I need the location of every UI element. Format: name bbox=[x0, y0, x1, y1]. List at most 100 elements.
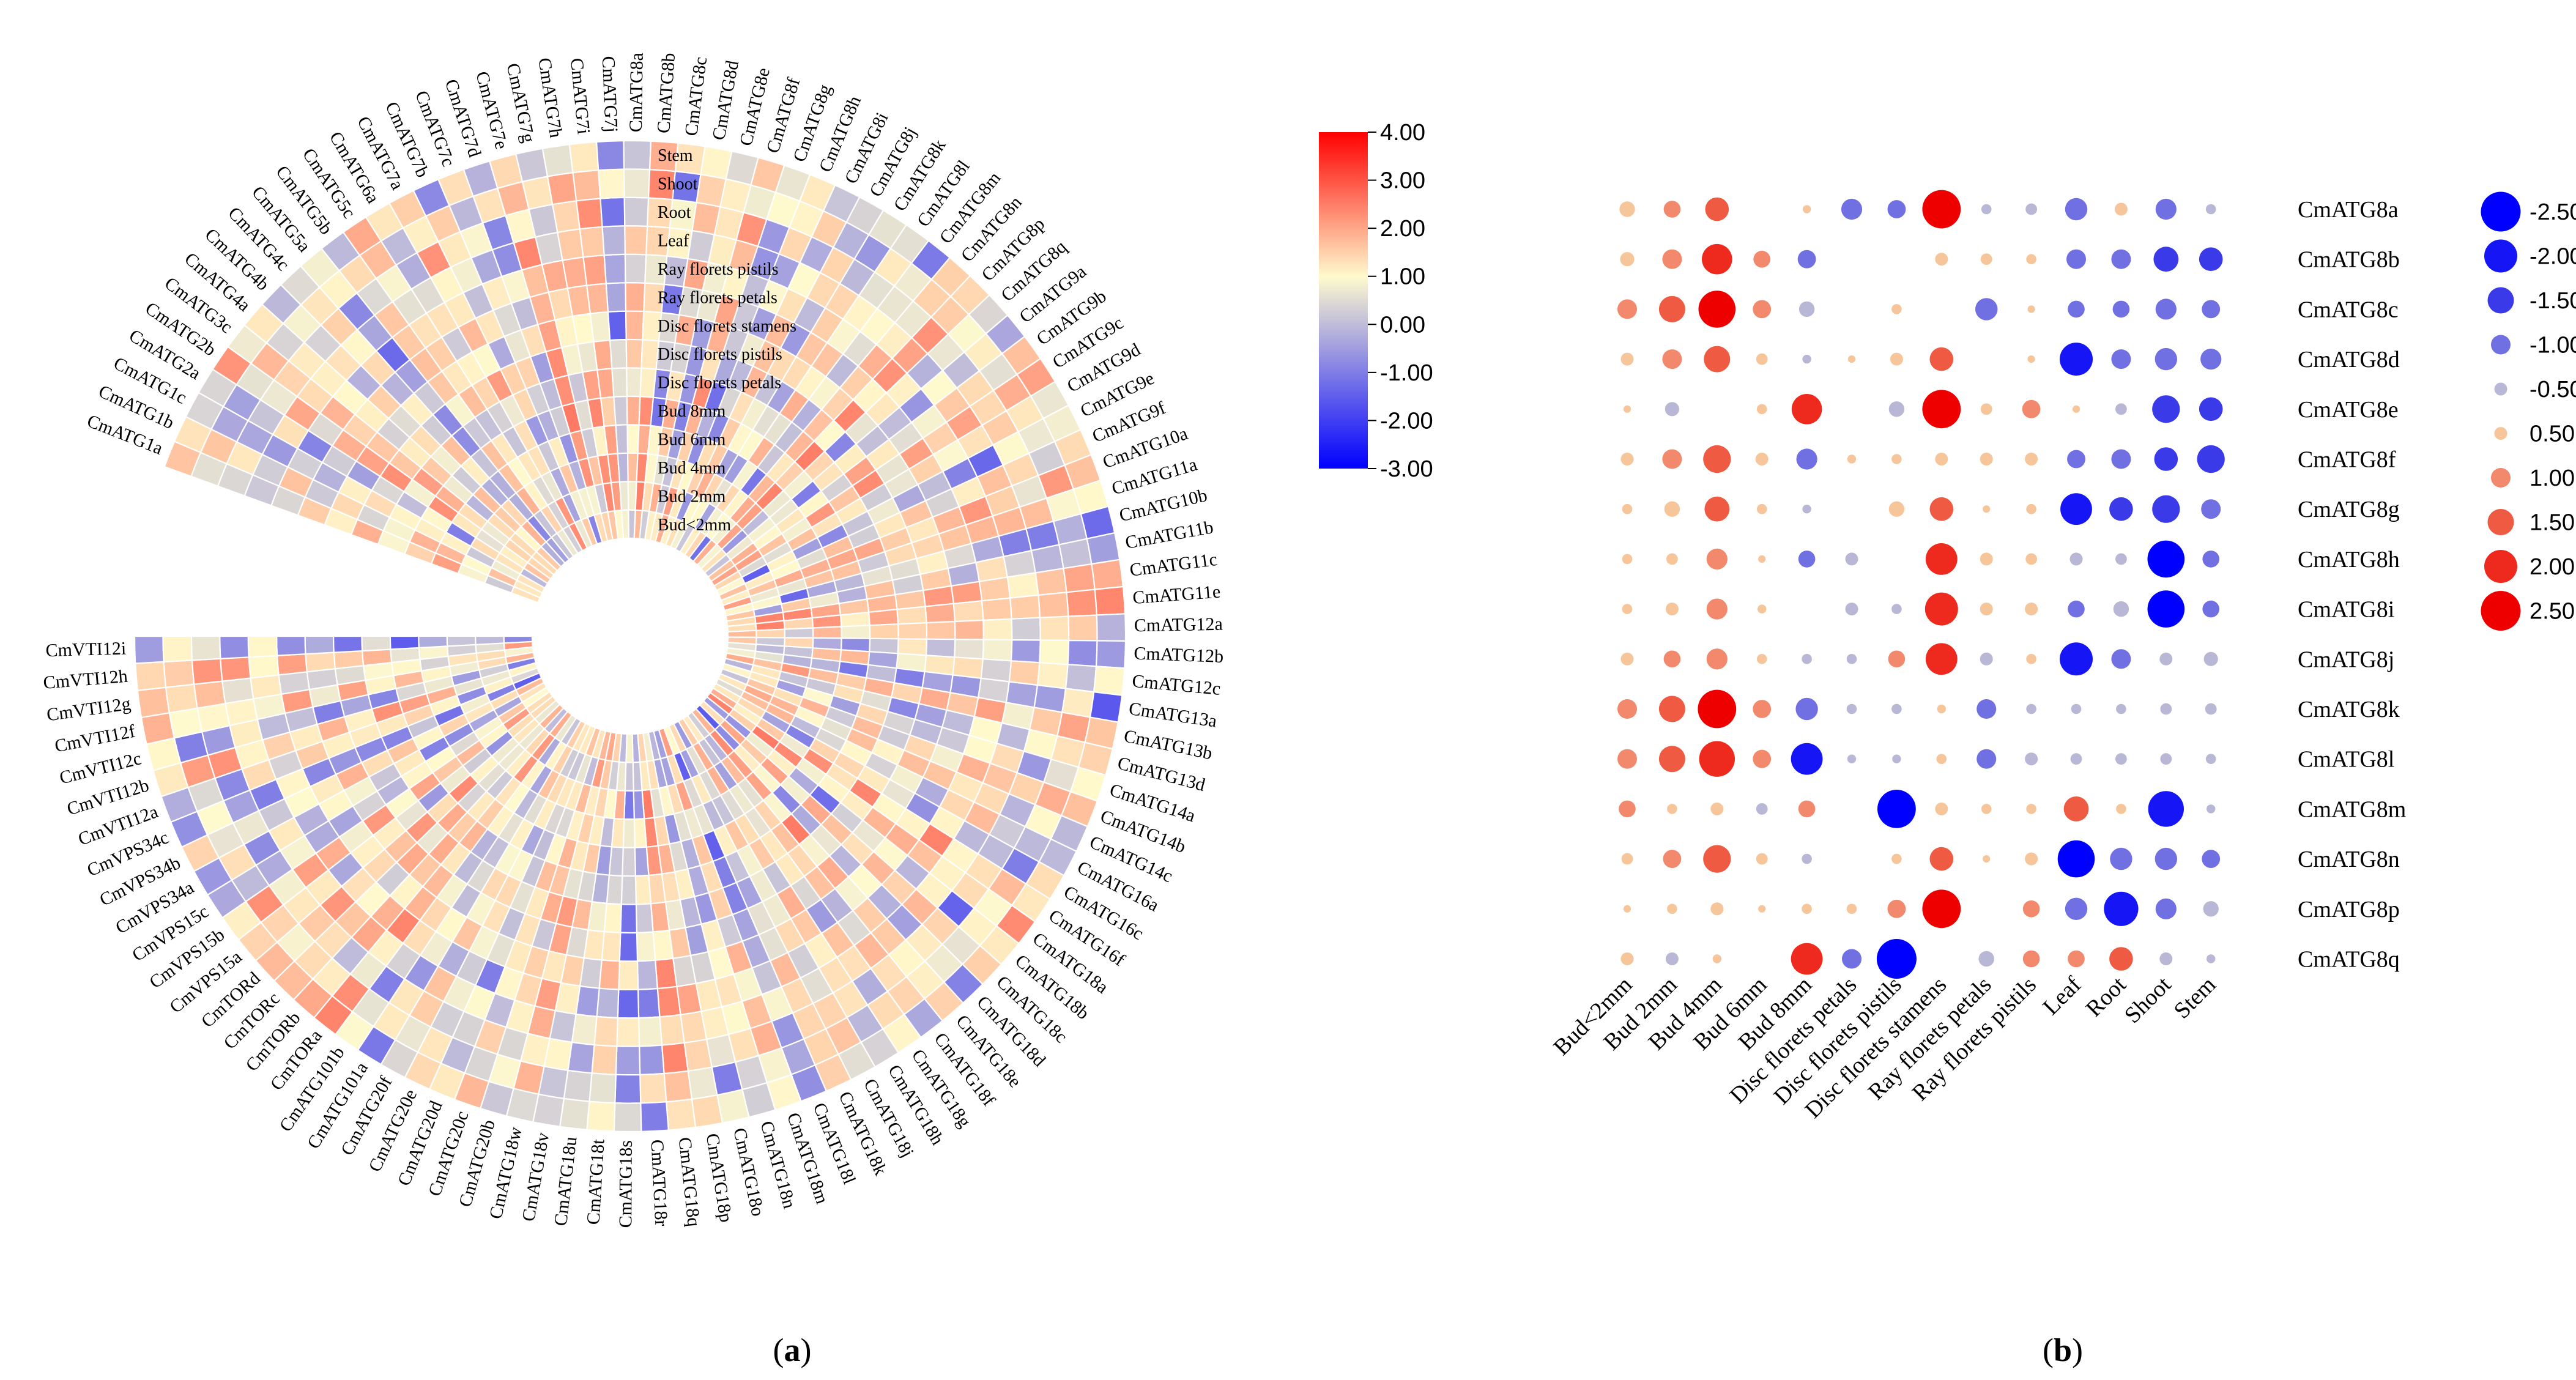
bubble bbox=[2112, 300, 2130, 318]
bubble-row-label: CmATG8g bbox=[2298, 497, 2400, 522]
bubble bbox=[1798, 551, 1816, 568]
heatmap-cell bbox=[982, 639, 1013, 662]
bubble-row-label: CmATG8l bbox=[2298, 747, 2394, 773]
bubble bbox=[1703, 445, 1731, 473]
heatmap-cell bbox=[1006, 572, 1039, 599]
gene-label: CmVTI12f bbox=[53, 721, 137, 757]
heatmap-cell bbox=[950, 581, 983, 605]
gene-label: CmATG12a bbox=[1134, 614, 1223, 636]
bubble bbox=[2026, 654, 2036, 664]
bubble bbox=[2203, 901, 2219, 917]
bubble bbox=[1712, 954, 1721, 963]
heatmap-cell bbox=[599, 196, 626, 228]
heatmap-cell bbox=[623, 790, 635, 820]
bubble bbox=[1706, 598, 1728, 620]
bubble bbox=[2114, 202, 2128, 216]
heatmap-cell bbox=[221, 677, 254, 705]
colorbar-gradient bbox=[1319, 132, 1368, 469]
heatmap-cell bbox=[1037, 592, 1069, 618]
bubble bbox=[1617, 699, 1637, 719]
bubble bbox=[2067, 450, 2085, 469]
heatmap-cell bbox=[136, 686, 171, 719]
heatmap-cell bbox=[811, 614, 842, 629]
bubble bbox=[1756, 654, 1767, 664]
heatmap-cell bbox=[1093, 666, 1126, 696]
bubble bbox=[2057, 840, 2095, 878]
bubble bbox=[2115, 403, 2127, 415]
heatmap-cell bbox=[305, 651, 336, 673]
bubble-legend-label: -1.00 bbox=[2530, 333, 2576, 358]
heatmap-cell bbox=[579, 226, 605, 258]
bubble bbox=[1705, 197, 1729, 221]
heatmap-cell bbox=[620, 875, 637, 905]
bubble bbox=[2060, 493, 2092, 525]
bubble bbox=[1925, 592, 1958, 626]
gene-label: CmATG11b bbox=[1124, 517, 1215, 553]
heatmap-cell bbox=[563, 1069, 593, 1102]
heatmap-cell bbox=[1036, 662, 1069, 689]
heatmap-cell bbox=[1063, 563, 1096, 593]
heatmap-cell bbox=[633, 818, 647, 848]
bubble bbox=[1922, 390, 1961, 429]
heatmap-cell bbox=[1066, 588, 1097, 617]
heatmap-cell bbox=[925, 638, 956, 658]
bubble bbox=[1888, 501, 1905, 517]
heatmap-cell bbox=[687, 1066, 718, 1100]
bubble bbox=[1981, 204, 1992, 215]
heatmap-cell bbox=[623, 139, 652, 171]
heatmap-cell bbox=[617, 989, 640, 1019]
heatmap-cell bbox=[1058, 538, 1093, 569]
bubble bbox=[2205, 703, 2217, 715]
heatmap-cell bbox=[982, 618, 1013, 641]
bubble-row-label: CmATG8e bbox=[2298, 397, 2399, 423]
heatmap-cell bbox=[640, 1101, 669, 1132]
heatmap-cell bbox=[897, 638, 928, 656]
heatmap-cell bbox=[617, 452, 629, 483]
bubble bbox=[1891, 853, 1902, 864]
heatmap-cell bbox=[661, 1042, 689, 1075]
heatmap-cell bbox=[1067, 614, 1098, 642]
heatmap-cell bbox=[615, 1045, 641, 1076]
bubble bbox=[2115, 753, 2127, 765]
heatmap-cell bbox=[593, 1015, 618, 1047]
bubble bbox=[1755, 453, 1769, 466]
gene-label: CmATG8d bbox=[708, 59, 743, 141]
heatmap-cell bbox=[1095, 640, 1127, 669]
bubble bbox=[2115, 553, 2127, 565]
heatmap-cell bbox=[140, 712, 176, 745]
heatmap-cell bbox=[652, 929, 674, 961]
bubble bbox=[1977, 699, 1997, 719]
heatmap-cell bbox=[607, 310, 627, 341]
heatmap-cell bbox=[1096, 613, 1127, 642]
bubble bbox=[1665, 603, 1679, 616]
ring-label: Ray florets petals bbox=[658, 288, 778, 307]
bubble bbox=[1983, 855, 1991, 863]
bubble bbox=[1887, 899, 1906, 918]
heatmap-cell bbox=[954, 619, 984, 640]
bubble bbox=[2113, 601, 2129, 617]
bubble bbox=[1847, 355, 1856, 363]
bubble bbox=[2202, 600, 2219, 618]
gene-label: CmATG7j bbox=[598, 56, 622, 133]
heatmap-cell bbox=[624, 225, 648, 256]
bubble-col-label: Shoot bbox=[2120, 971, 2177, 1028]
heatmap-cell bbox=[613, 1102, 642, 1133]
bubble bbox=[2069, 552, 2083, 566]
bubble bbox=[1846, 703, 1857, 714]
heatmap-cell bbox=[623, 168, 651, 199]
bubble bbox=[1791, 394, 1822, 425]
bubble-legend-swatch bbox=[2484, 550, 2517, 583]
heatmap-cell bbox=[616, 1017, 640, 1047]
heatmap-cell bbox=[954, 639, 984, 660]
bubble bbox=[2025, 852, 2038, 866]
bubble bbox=[2068, 600, 2085, 618]
heatmap-cell bbox=[1094, 585, 1126, 616]
panel-b-label: (b) bbox=[2043, 1332, 2083, 1368]
heatmap-cell bbox=[598, 168, 625, 199]
ring-label: Root bbox=[658, 203, 691, 222]
bubble bbox=[1795, 697, 1818, 721]
heatmap-cell bbox=[191, 658, 223, 685]
bubble bbox=[1841, 198, 1863, 220]
bubble bbox=[1846, 903, 1857, 914]
bubble-legend-swatch bbox=[2491, 335, 2511, 355]
